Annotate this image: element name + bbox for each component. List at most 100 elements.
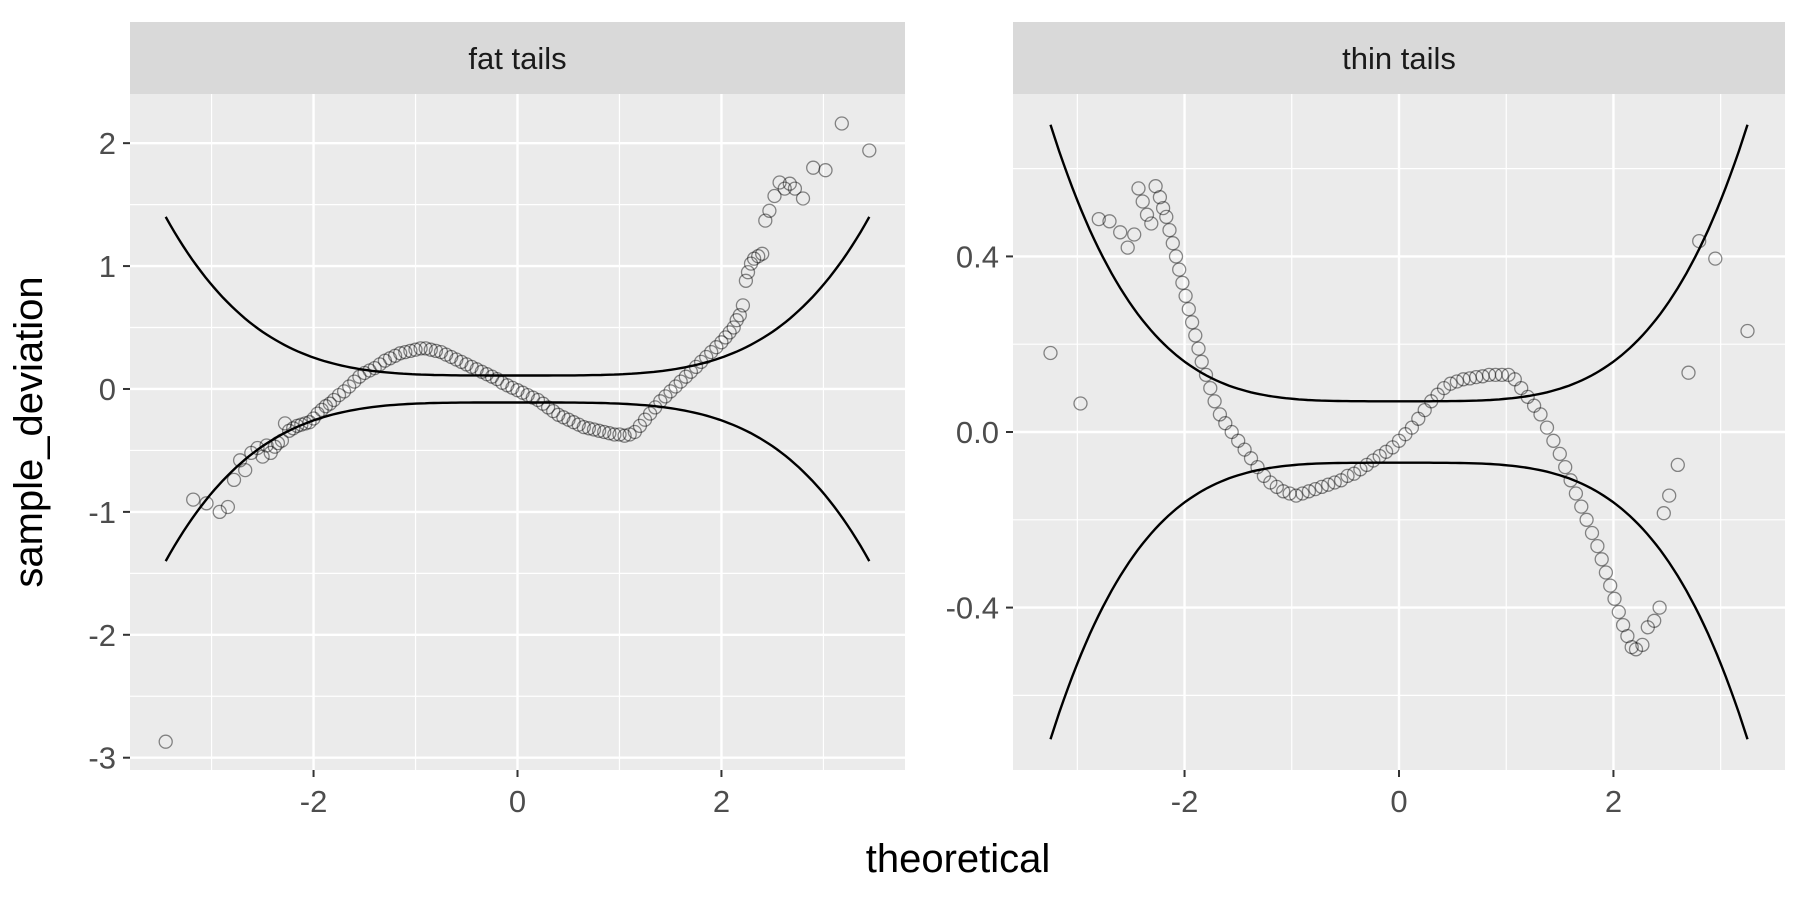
data-point	[1579, 512, 1594, 527]
data-point	[1191, 341, 1206, 356]
data-point	[1231, 433, 1246, 448]
data-point	[433, 344, 449, 360]
data-point	[1656, 506, 1671, 521]
data-point	[1194, 354, 1209, 369]
data-point	[1359, 457, 1374, 473]
data-point	[673, 374, 688, 389]
data-point	[818, 163, 833, 178]
data-point	[795, 191, 811, 206]
data-point	[520, 387, 535, 403]
data-point	[658, 389, 673, 404]
data-point	[454, 354, 469, 370]
data-point	[1256, 468, 1272, 484]
data-point	[1263, 475, 1278, 490]
data-point	[1181, 301, 1196, 317]
data-point	[372, 357, 387, 372]
data-point	[1539, 420, 1555, 435]
data-point	[637, 412, 653, 427]
data-point	[199, 496, 214, 511]
data-point	[281, 423, 297, 438]
x-tick-label: 0	[1390, 784, 1407, 819]
data-point	[158, 734, 173, 749]
data-point	[212, 504, 227, 520]
data-point	[1546, 433, 1561, 448]
data-point	[1628, 642, 1644, 657]
data-point	[693, 354, 709, 370]
data-point	[464, 359, 479, 375]
data-point	[1533, 407, 1548, 422]
data-point	[1469, 369, 1484, 385]
x-tick-label: 2	[1605, 784, 1622, 819]
data-point	[743, 256, 759, 271]
data-point	[1203, 380, 1218, 396]
data-point	[255, 449, 270, 464]
data-point	[1681, 365, 1696, 380]
data-point	[226, 472, 242, 488]
data-point	[387, 348, 403, 363]
data-point	[489, 371, 505, 387]
data-point	[586, 422, 602, 437]
data-point	[1475, 369, 1490, 384]
facet-panel: fat tails -2 0 2 -3 -2 -1 0 1 2	[88, 22, 905, 819]
data-point	[352, 369, 367, 384]
data-point	[551, 407, 566, 422]
data-point	[1295, 486, 1310, 501]
data-point	[459, 357, 474, 372]
x-tick-label: 0	[509, 784, 526, 819]
data-point	[244, 445, 259, 461]
x-tick-label: -2	[300, 784, 328, 819]
data-point	[298, 416, 313, 431]
data-point	[1662, 488, 1677, 503]
data-point	[772, 175, 787, 190]
data-point	[1159, 209, 1174, 225]
data-point	[740, 265, 756, 280]
data-point	[1144, 216, 1159, 231]
y-axis-title: sample_deviation	[7, 276, 51, 587]
data-point	[767, 188, 782, 204]
lower-band-curve	[164, 401, 871, 562]
data-point	[571, 417, 586, 432]
y-tick-label: 0.0	[956, 415, 999, 450]
data-point	[1462, 371, 1477, 386]
data-point	[535, 396, 551, 411]
data-point	[862, 143, 877, 158]
y-tick-label: 1	[99, 249, 116, 284]
data-point	[1139, 207, 1155, 222]
data-point	[469, 362, 484, 377]
data-point	[357, 365, 372, 381]
data-point	[290, 418, 305, 434]
y-tick-label: -2	[88, 618, 116, 653]
data-point	[495, 375, 510, 390]
data-point	[263, 445, 278, 461]
data-point	[1526, 398, 1542, 413]
data-point	[704, 344, 719, 360]
data-point	[1501, 367, 1516, 383]
data-point	[1237, 442, 1252, 457]
data-point	[699, 349, 714, 365]
x-tick-label: 2	[713, 784, 730, 819]
data-point	[782, 176, 797, 191]
facet-panel: thin tails -2 0 2 -0.4 0.0 0.4	[946, 22, 1785, 819]
data-point	[1113, 225, 1128, 240]
data-point	[1563, 473, 1578, 488]
data-point	[326, 392, 342, 408]
data-point	[735, 298, 751, 313]
data-point	[259, 438, 274, 453]
data-point	[413, 341, 428, 356]
data-point	[732, 308, 747, 323]
lower-band-curve	[1049, 461, 1749, 740]
data-point	[1224, 424, 1239, 440]
data-point	[668, 379, 683, 394]
data-point	[746, 251, 762, 266]
facet-panels: fat tails -2 0 2 -3 -2 -1 0 1 2 thin tails -2 0 2 -0.4…	[88, 22, 1785, 819]
data-point	[1594, 552, 1609, 567]
data-point	[718, 330, 733, 345]
data-point	[286, 421, 301, 436]
data-point	[1172, 262, 1187, 277]
data-point	[1611, 604, 1626, 620]
data-point	[688, 359, 704, 375]
data-point	[393, 346, 408, 361]
data-point	[1670, 457, 1685, 473]
data-point	[1162, 222, 1177, 238]
data-point	[331, 387, 347, 403]
